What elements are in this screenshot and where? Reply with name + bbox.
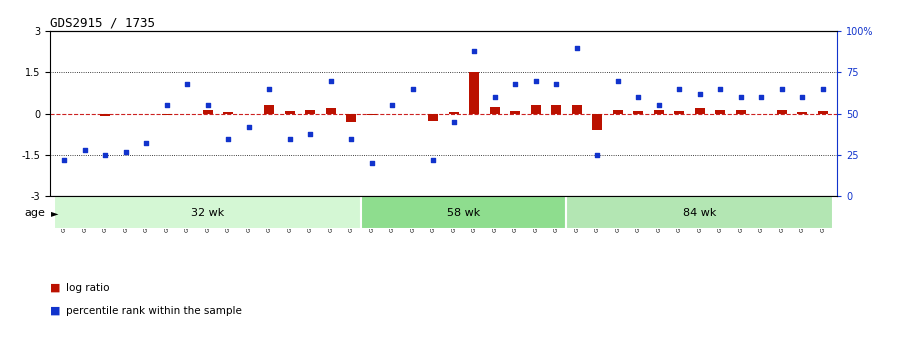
Bar [551, 106, 561, 114]
Point [652, 103, 666, 108]
Text: ►: ► [51, 208, 58, 218]
Point [282, 136, 297, 141]
Point [692, 91, 707, 97]
Point [119, 149, 133, 155]
Point [323, 78, 338, 83]
Point [221, 136, 235, 141]
Bar [572, 106, 582, 114]
Text: GDS2915 / 1735: GDS2915 / 1735 [50, 17, 155, 30]
Bar [797, 112, 807, 114]
Bar [100, 114, 110, 117]
Point [815, 86, 830, 92]
Bar [284, 111, 295, 114]
Bar [817, 111, 828, 114]
Point [631, 95, 645, 100]
Bar [361, 196, 567, 229]
Point [590, 152, 605, 158]
Point [672, 86, 687, 92]
Bar [54, 196, 361, 229]
Bar [613, 110, 623, 114]
Point [159, 103, 174, 108]
Point [713, 86, 728, 92]
Bar [674, 111, 684, 114]
Point [303, 131, 318, 136]
Text: ■: ■ [50, 283, 61, 293]
Bar [161, 114, 172, 115]
Bar [567, 196, 833, 229]
Text: 32 wk: 32 wk [191, 208, 224, 218]
Point [529, 78, 543, 83]
Point [200, 103, 214, 108]
Point [138, 141, 153, 146]
Text: 84 wk: 84 wk [683, 208, 717, 218]
Point [344, 136, 358, 141]
Bar [326, 108, 336, 114]
Point [734, 95, 748, 100]
Bar [776, 110, 786, 114]
Point [488, 95, 502, 100]
Point [775, 86, 789, 92]
Point [508, 81, 522, 87]
Point [242, 124, 256, 130]
Bar [223, 112, 233, 114]
Point [426, 157, 441, 163]
Point [98, 152, 112, 158]
Point [78, 147, 92, 153]
Bar [715, 110, 726, 114]
Bar [428, 114, 438, 121]
Text: age: age [24, 208, 45, 218]
Bar [592, 114, 603, 130]
Point [365, 160, 379, 166]
Point [754, 95, 768, 100]
Text: log ratio: log ratio [66, 283, 110, 293]
Point [795, 95, 809, 100]
Bar [449, 112, 459, 114]
Point [467, 48, 481, 54]
Bar [305, 110, 315, 114]
Bar [530, 106, 541, 114]
Point [57, 157, 71, 163]
Point [385, 103, 399, 108]
Bar [490, 107, 500, 114]
Bar [736, 110, 746, 114]
Point [405, 86, 420, 92]
Bar [367, 114, 376, 115]
Text: 58 wk: 58 wk [447, 208, 481, 218]
Bar [653, 110, 664, 114]
Point [446, 119, 461, 125]
Text: percentile rank within the sample: percentile rank within the sample [66, 306, 242, 315]
Bar [510, 111, 520, 114]
Bar [469, 72, 480, 114]
Point [262, 86, 276, 92]
Bar [346, 114, 357, 122]
Point [549, 81, 564, 87]
Bar [203, 110, 213, 114]
Point [611, 78, 625, 83]
Point [180, 81, 195, 87]
Text: ■: ■ [50, 306, 61, 315]
Bar [264, 106, 274, 114]
Bar [695, 108, 705, 114]
Point [569, 45, 584, 50]
Bar [634, 111, 643, 114]
